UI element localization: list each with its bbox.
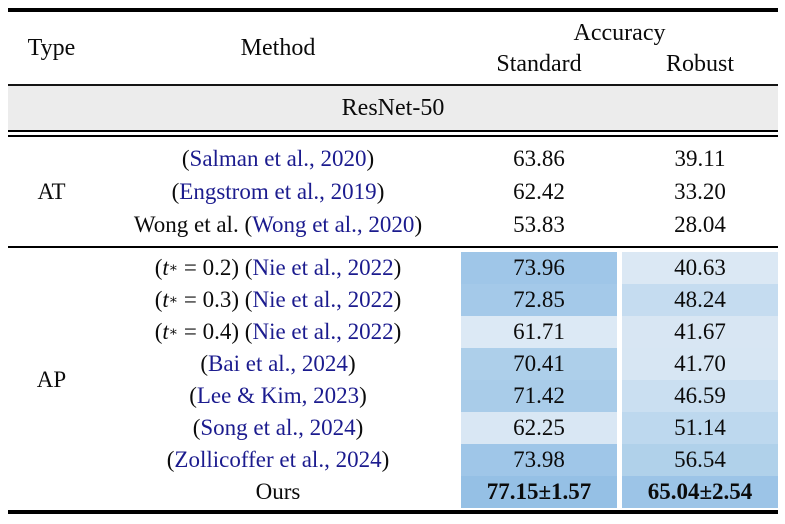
type-label: AP — [36, 367, 67, 392]
standard-value-cell: 77.15±1.57 — [461, 476, 617, 508]
citation-link[interactable]: Nie et al., 2022 — [252, 319, 394, 344]
standard-value-cell: 72.85 — [461, 284, 617, 316]
section-ap: AP(t ∗ = 0.2) (Nie et al., 2022) 73.96 40.6… — [8, 248, 778, 510]
robust-value-cell: 41.70 — [622, 348, 778, 380]
banner-rule — [8, 130, 778, 137]
method-text: ) — [393, 255, 402, 280]
method-text: ( — [192, 415, 201, 440]
method-text: ) — [366, 145, 375, 171]
col-header-method: Method — [240, 34, 316, 61]
method-cell: (t ∗ = 0.2) (Nie et al., 2022) — [95, 252, 461, 284]
method-cell: (t ∗ = 0.3) (Nie et al., 2022) — [95, 284, 461, 316]
citation-link[interactable]: Nie et al., 2022 — [252, 287, 394, 312]
method-text: ( — [171, 178, 180, 204]
method-cell: (Lee & Kim, 2023) — [95, 380, 461, 412]
header-rule — [8, 84, 778, 86]
citation-link[interactable]: Lee & Kim, 2023 — [196, 383, 360, 408]
method-cell: (t ∗ = 0.4) (Nie et al., 2022) — [95, 316, 461, 348]
accuracy-header-group: Accuracy Standard Robust — [461, 17, 778, 79]
standard-value-cell: 73.98 — [461, 444, 617, 476]
method-text: ) — [393, 319, 402, 344]
standard-value-cell: 62.25 — [461, 412, 617, 444]
col-header-robust: Robust — [665, 51, 734, 77]
method-text: Wong et al. ( — [133, 211, 253, 237]
method-text: ) — [393, 287, 402, 312]
robust-value-cell: 51.14 — [622, 412, 778, 444]
method-text: ) — [376, 178, 385, 204]
bottom-rule — [8, 510, 778, 514]
top-rule — [8, 8, 778, 12]
method-text: ) — [381, 447, 390, 472]
method-text: = 0.3) ( — [178, 287, 253, 312]
method-text: ( — [189, 383, 197, 408]
method-text: ) — [347, 351, 356, 376]
col-header-standard: Standard — [496, 51, 582, 77]
method-text: ( — [154, 255, 163, 280]
method-text: ) — [414, 211, 423, 237]
method-cell: (Engstrom et al., 2019) — [95, 175, 461, 208]
robust-value-cell: 48.24 — [622, 284, 778, 316]
method-cell: Ours — [95, 476, 461, 508]
citation-link[interactable]: Zollicoffer et al., 2024 — [174, 447, 382, 472]
robust-value-cell: 56.54 — [622, 444, 778, 476]
robust-value-cell: 33.20 — [674, 178, 726, 204]
method-text: Ours — [255, 479, 301, 504]
method-cell: (Salman et al., 2020) — [95, 142, 461, 175]
type-label: AT — [37, 178, 66, 204]
table-body: AT(Salman et al., 2020) 63.86 39.11(Engstr… — [8, 137, 778, 510]
robust-value-cell: 40.63 — [622, 252, 778, 284]
method-text: ) — [355, 415, 364, 440]
robust-value-cell: 65.04±2.54 — [622, 476, 778, 508]
citation-link[interactable]: Nie et al., 2022 — [252, 255, 394, 280]
method-cell: (Zollicoffer et al., 2024) — [95, 444, 461, 476]
method-cell: Wong et al. (Wong et al., 2020) — [95, 208, 461, 241]
robust-value-cell: 41.67 — [622, 316, 778, 348]
method-text: ∗ — [168, 292, 179, 307]
standard-value-cell: 63.86 — [513, 145, 565, 171]
citation-link[interactable]: Wong et al., 2020 — [252, 211, 415, 237]
citation-link[interactable]: Engstrom et al., 2019 — [179, 178, 377, 204]
method-text: ∗ — [168, 324, 179, 339]
citation-link[interactable]: Salman et al., 2020 — [189, 145, 367, 171]
citation-link[interactable]: Bai et al., 2024 — [208, 351, 348, 376]
method-text: = 0.2) ( — [178, 255, 253, 280]
header-row: Type Method Accuracy Standard Robust — [8, 12, 778, 84]
method-text: = 0.4) ( — [178, 319, 253, 344]
method-text: ( — [166, 447, 175, 472]
standard-value-cell: 73.96 — [461, 252, 617, 284]
robust-value-cell: 28.04 — [674, 211, 726, 237]
method-cell: (Bai et al., 2024) — [95, 348, 461, 380]
paper-table: Type Method Accuracy Standard Robust Res… — [8, 8, 778, 514]
method-text: ( — [181, 145, 190, 171]
robust-value-cell: 46.59 — [622, 380, 778, 412]
method-text: t — [162, 255, 169, 280]
model-banner: ResNet-50 — [8, 86, 778, 130]
standard-value-cell: 70.41 — [461, 348, 617, 380]
standard-value-cell: 53.83 — [513, 211, 565, 237]
method-text: ( — [154, 319, 163, 344]
method-text: ∗ — [168, 260, 179, 275]
method-text: t — [162, 319, 169, 344]
method-cell: (Song et al., 2024) — [95, 412, 461, 444]
citation-link[interactable]: Song et al., 2024 — [200, 415, 356, 440]
col-header-type: Type — [27, 34, 76, 61]
method-text: ) — [359, 383, 367, 408]
standard-value-cell: 61.71 — [461, 316, 617, 348]
col-header-accuracy: Accuracy — [573, 20, 666, 46]
method-text: ( — [154, 287, 163, 312]
method-text: t — [162, 287, 169, 312]
standard-value-cell: 62.42 — [513, 178, 565, 204]
method-text: ( — [200, 351, 209, 376]
robust-value-cell: 39.11 — [674, 145, 726, 171]
section-at: AT(Salman et al., 2020) 63.86 39.11(Engstr… — [8, 137, 778, 248]
standard-value-cell: 71.42 — [461, 380, 617, 412]
